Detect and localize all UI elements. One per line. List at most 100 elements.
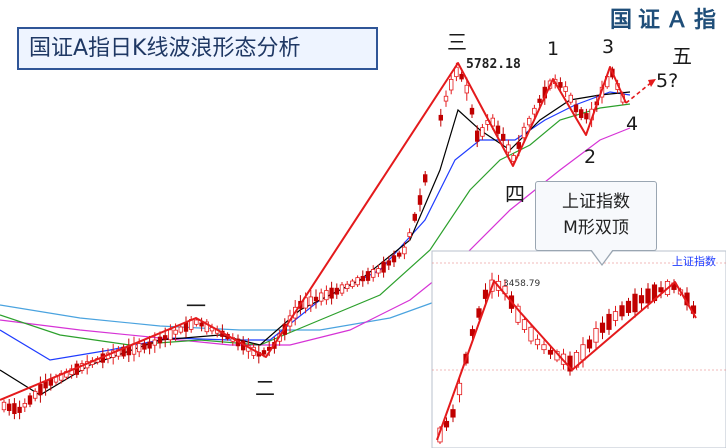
candle-body-61 bbox=[318, 292, 324, 302]
candle-body-68 bbox=[355, 277, 360, 286]
candle-body-79 bbox=[412, 213, 417, 221]
candle-body-99 bbox=[527, 117, 532, 126]
candle-body-77 bbox=[402, 246, 407, 255]
candle-body-101 bbox=[537, 98, 542, 103]
candle-body-32 bbox=[168, 329, 173, 341]
candle-body-34 bbox=[178, 326, 183, 333]
chart-title: 国证A指日K线波浪形态分析 bbox=[17, 27, 378, 70]
candle-body-87 bbox=[464, 84, 469, 94]
candle-body-4 bbox=[22, 402, 27, 408]
sub-wave-label-5: 5? bbox=[656, 70, 679, 92]
candle-body-93 bbox=[495, 125, 501, 134]
inset-candle-body-16 bbox=[541, 344, 547, 351]
brand-label: 国证Ａ指 bbox=[609, 7, 722, 33]
callout-line-1: 上证指数 bbox=[562, 192, 630, 212]
inset-candle-body-22 bbox=[580, 344, 586, 361]
candle-body-64 bbox=[334, 287, 339, 295]
wave-projection-arrow bbox=[648, 79, 656, 87]
candle-body-73 bbox=[381, 261, 386, 273]
candle-body-23 bbox=[121, 346, 126, 357]
candle-body-78 bbox=[407, 232, 412, 237]
candle-body-74 bbox=[386, 260, 391, 266]
candle-body-89 bbox=[474, 130, 480, 142]
inset-chart bbox=[431, 250, 726, 448]
inset-panel bbox=[431, 250, 726, 448]
inset-candle-body-32 bbox=[645, 288, 651, 304]
callout-box: 上证指数 M形双顶 bbox=[535, 181, 657, 266]
inset-candle-body-6 bbox=[476, 308, 482, 318]
wave-label-1: 一 bbox=[186, 294, 206, 318]
wave-path bbox=[0, 62, 627, 401]
candle-body-3 bbox=[17, 406, 22, 413]
ma-line-magenta bbox=[0, 127, 631, 346]
sub-wave-label-3: 3 bbox=[602, 36, 615, 58]
inset-candle-body-28 bbox=[619, 305, 625, 317]
candle-body-88 bbox=[469, 107, 475, 115]
candle-body-83 bbox=[443, 95, 449, 102]
candle-body-105 bbox=[558, 82, 563, 88]
candle-body-6 bbox=[33, 390, 38, 399]
wave-label-2: 二 bbox=[255, 376, 275, 400]
inset-peak-label: 3458.79 bbox=[503, 279, 541, 289]
inset-wave-path bbox=[436, 280, 697, 441]
inset-candle-body-14 bbox=[528, 326, 534, 342]
candle-body-76 bbox=[396, 252, 402, 257]
candle-body-2 bbox=[12, 403, 17, 415]
wave-label-5: 五 bbox=[672, 44, 692, 68]
wave-label-4: 四 bbox=[505, 182, 525, 206]
inset-candle-body-7 bbox=[482, 289, 489, 299]
inset-candle-body-2 bbox=[450, 409, 456, 418]
candle-body-90 bbox=[480, 127, 485, 137]
candle-body-100 bbox=[532, 107, 537, 115]
inset-candle-body-23 bbox=[586, 339, 593, 349]
candle-body-75 bbox=[391, 255, 397, 263]
inset-candle-body-1 bbox=[443, 420, 450, 428]
inset-candle-body-13 bbox=[521, 319, 528, 330]
callout-tail-fill bbox=[591, 249, 613, 264]
candle-body-7 bbox=[38, 383, 43, 396]
candle-body-109 bbox=[579, 109, 584, 118]
inset-title: 上证指数 bbox=[672, 255, 716, 268]
candle-body-31 bbox=[162, 335, 168, 340]
peak-value-label: 5782.18 bbox=[466, 57, 521, 72]
candle-body-38 bbox=[199, 322, 204, 327]
candle-body-1 bbox=[7, 403, 12, 411]
inset-candle-body-31 bbox=[638, 295, 645, 304]
candle-body-71 bbox=[370, 269, 376, 278]
inset-candle-body-17 bbox=[547, 349, 554, 355]
candle-body-30 bbox=[157, 336, 163, 344]
candle-body-86 bbox=[459, 73, 464, 80]
inset-candle-body-27 bbox=[612, 311, 619, 321]
candle-body-59 bbox=[308, 296, 313, 306]
candle-body-50 bbox=[261, 350, 267, 355]
candle-body-27 bbox=[142, 343, 147, 350]
sub-wave-label-1: 1 bbox=[547, 38, 560, 60]
candle-body-69 bbox=[360, 275, 365, 282]
candle-body-66 bbox=[344, 283, 350, 289]
sub-wave-label-4: 4 bbox=[626, 113, 639, 135]
inset-candle-body-29 bbox=[625, 300, 632, 313]
candle-body-110 bbox=[584, 113, 589, 120]
candle-body-62 bbox=[324, 290, 329, 301]
candle-body-80 bbox=[417, 195, 423, 205]
candle-body-67 bbox=[350, 280, 355, 287]
candle-body-95 bbox=[506, 144, 511, 153]
inset-candle-body-30 bbox=[632, 293, 638, 313]
candle-body-33 bbox=[173, 329, 178, 335]
candle-body-107 bbox=[568, 94, 573, 103]
candle-body-108 bbox=[573, 104, 579, 113]
candle-body-65 bbox=[339, 284, 345, 294]
candle-body-35 bbox=[183, 322, 189, 332]
inset-candle-body-20 bbox=[567, 355, 573, 372]
candle-body-5 bbox=[27, 395, 33, 405]
candle-body-97 bbox=[516, 142, 521, 149]
candle-body-28 bbox=[147, 341, 152, 349]
inset-candle-body-3 bbox=[456, 382, 463, 396]
candle-body-70 bbox=[365, 271, 371, 281]
candle-body-72 bbox=[376, 268, 381, 274]
inset-candle-body-15 bbox=[534, 338, 541, 346]
inset-candle-body-26 bbox=[606, 313, 612, 330]
candle-body-37 bbox=[194, 319, 199, 325]
sub-wave-label-2: 2 bbox=[584, 146, 597, 168]
